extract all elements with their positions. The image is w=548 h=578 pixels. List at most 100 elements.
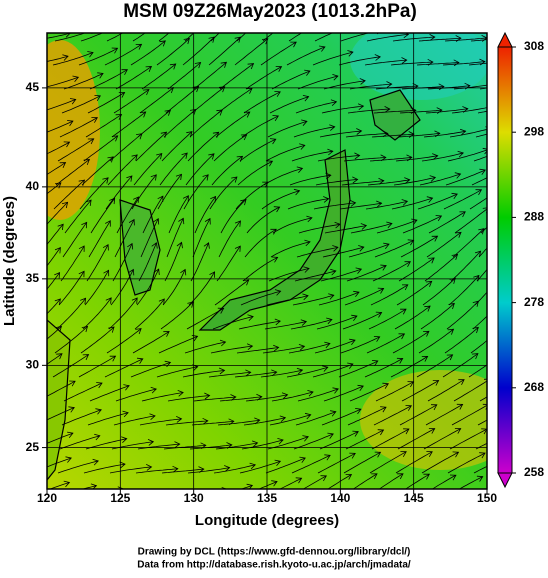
streamline-arrow (273, 344, 280, 352)
streamline-arrow (452, 451, 460, 458)
streamline (210, 33, 220, 42)
streamline (141, 392, 184, 402)
streamline-arrow (80, 297, 87, 305)
streamline (79, 177, 109, 210)
streamline (57, 460, 99, 474)
streamline (444, 500, 480, 521)
streamline (288, 343, 331, 354)
streamline-arrow (371, 473, 378, 480)
streamline-arrow (327, 148, 334, 156)
streamline (47, 33, 71, 39)
streamline (445, 169, 486, 186)
streamline (473, 155, 487, 162)
streamline-arrow (243, 504, 249, 509)
streamline-arrow (230, 394, 237, 401)
streamline-arrow (307, 390, 314, 397)
streamline (267, 120, 308, 138)
streamline-arrow (81, 325, 89, 333)
streamline-arrow (135, 328, 142, 335)
streamline-arrow (194, 61, 202, 69)
streamline-arrow (298, 344, 306, 351)
streamline (366, 333, 405, 354)
streamline (47, 272, 60, 290)
streamline (476, 268, 487, 282)
streamline-arrow (478, 228, 485, 235)
streamline (327, 474, 352, 489)
streamline-arrow (355, 408, 362, 415)
streamline (470, 39, 487, 42)
streamline-arrow (513, 102, 519, 108)
streamline-arrow (95, 408, 102, 415)
streamline-arrow (438, 83, 445, 91)
streamline (139, 418, 182, 426)
streamline-arrow (474, 250, 482, 257)
streamline-arrow (224, 465, 231, 472)
streamline-arrow (319, 45, 326, 52)
streamline (138, 242, 157, 282)
streamline-arrow (367, 495, 373, 500)
streamline (347, 406, 387, 426)
streamline (135, 468, 178, 474)
streamline (28, 507, 67, 521)
coastline (369, 89, 421, 141)
streamline-arrow (348, 23, 354, 29)
streamline-arrow (454, 428, 462, 434)
streamline (84, 270, 109, 306)
streamline (240, 290, 281, 306)
streamline-arrow (428, 428, 436, 434)
streamline (167, 395, 210, 402)
streamline (339, 202, 382, 210)
streamline (470, 339, 487, 354)
streamline (162, 269, 186, 306)
streamline (210, 345, 253, 354)
streamline (271, 70, 311, 90)
streamline-arrow (295, 477, 303, 484)
streamline (142, 195, 164, 234)
streamline-arrow (479, 168, 486, 175)
streamline (87, 92, 125, 114)
streamline (165, 420, 208, 426)
streamline-arrow (144, 488, 146, 489)
streamline (294, 270, 336, 282)
colorbar-tick-label: 288 (524, 210, 544, 224)
streamline-arrow (349, 338, 356, 346)
streamline-arrow (459, 211, 466, 218)
streamline (319, 431, 359, 450)
streamline-arrow (483, 378, 487, 385)
streamline (47, 432, 74, 444)
streamline (451, 404, 487, 426)
streamline-arrow (293, 188, 301, 196)
streamline-arrow (459, 128, 467, 136)
streamline (453, 84, 487, 90)
streamline (156, 366, 198, 378)
streamline-arrow (386, 221, 393, 229)
streamline-arrow (54, 271, 61, 279)
streamline-arrow (299, 456, 306, 463)
streamline-arrow (143, 89, 150, 96)
streamline-arrow (203, 242, 210, 249)
streamline-arrow (322, 365, 329, 372)
streamline-arrow (153, 268, 160, 275)
streamline (405, 473, 430, 489)
streamline (189, 109, 223, 138)
streamline-arrow (234, 245, 241, 252)
streamline-arrow (169, 63, 177, 70)
streamline-arrow (242, 279, 250, 286)
streamline-arrow (324, 341, 331, 349)
streamline (321, 408, 362, 426)
streamline-arrow (481, 428, 487, 435)
x-axis-label: Longitude (degrees) (195, 512, 339, 529)
streamline (165, 86, 199, 114)
streamline-arrow (330, 99, 338, 106)
streamline-arrow (247, 63, 255, 70)
streamline-arrow (386, 81, 393, 88)
streamline (458, 476, 483, 489)
streamline-arrow (393, 495, 399, 500)
streamline-arrow (87, 51, 94, 58)
streamline-arrow (475, 189, 483, 196)
streamline-arrow (380, 264, 387, 271)
streamline (444, 327, 479, 354)
streamline-arrow (353, 290, 360, 298)
streamline-arrow (135, 43, 143, 50)
streamline-arrow (400, 308, 407, 315)
